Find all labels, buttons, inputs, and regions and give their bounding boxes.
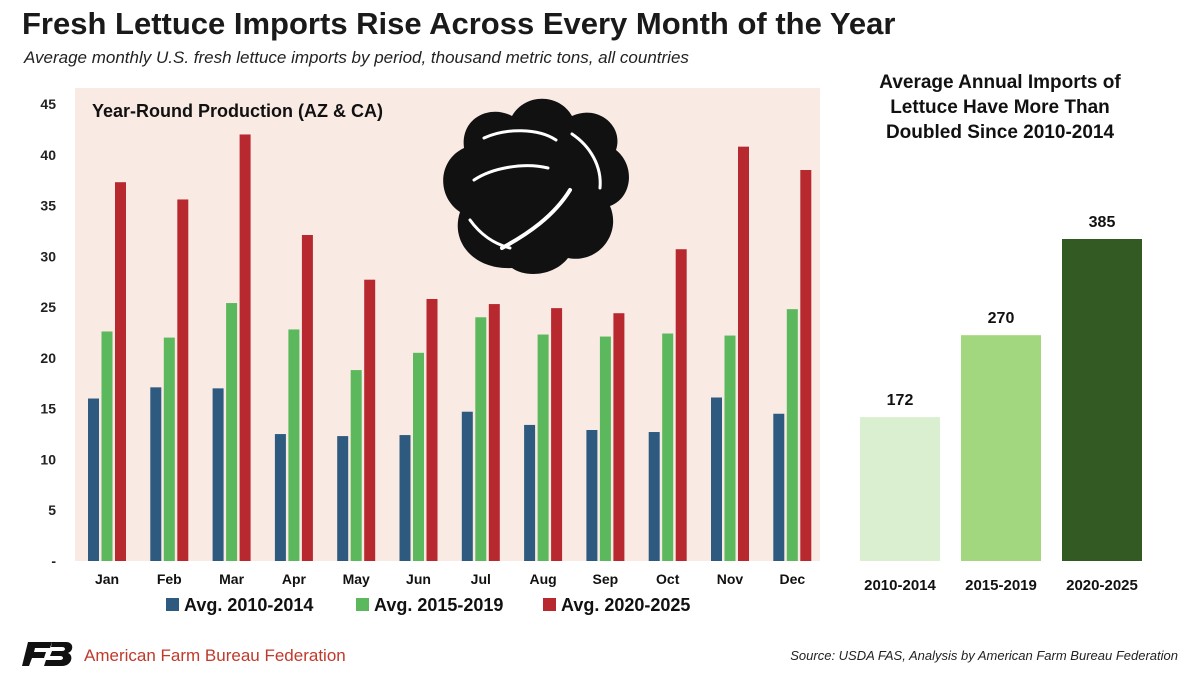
x-tick-label: May [343, 571, 370, 587]
annual-panel-title: Average Annual Imports of Lettuce Have M… [879, 72, 1121, 143]
bar-apr-series-2 [288, 329, 300, 561]
y-tick-label: 25 [40, 299, 56, 315]
bar-oct-series-2 [662, 333, 674, 561]
legend-swatch [166, 598, 179, 611]
x-tick-label: Dec [779, 571, 805, 587]
bar-mar-series-1 [212, 388, 224, 561]
x-tick-label: Jan [95, 571, 119, 587]
bar-nov-series-1 [711, 397, 722, 561]
lettuce-head-icon [443, 98, 629, 274]
annual-imports-chart: 172 2010-2014 270 2015-2019 385 2020-2025 [860, 214, 1142, 594]
bar-may-series-1 [337, 436, 349, 561]
bar-sep-series-1 [586, 429, 598, 561]
bar-may-series-2 [350, 370, 362, 561]
x-tick-label: Apr [282, 571, 307, 587]
y-tick-label: 5 [48, 502, 56, 518]
bar-mar-series-3 [239, 134, 251, 561]
y-tick-label: 45 [40, 96, 56, 112]
bar-feb-series-2 [163, 337, 175, 561]
bar-feb-series-1 [150, 387, 162, 561]
annual-category-label: 2010-2014 [864, 577, 936, 594]
footer-organization: American Farm Bureau Federation [84, 646, 346, 665]
bar-aug-series-1 [524, 424, 536, 561]
bar-jan-series-3 [115, 182, 126, 561]
bar-mar-series-2 [226, 303, 238, 561]
monthly-imports-chart: Year-Round Production (AZ & CA) - 5 10 15 20… [40, 88, 820, 615]
y-tick-label: 30 [40, 248, 56, 264]
bar-oct-series-3 [675, 249, 687, 562]
legend-label: Avg. 2020-2025 [561, 595, 690, 615]
y-tick-label: 10 [40, 451, 56, 467]
annual-bar-2020-2025 [1062, 239, 1142, 561]
bar-apr-series-3 [301, 235, 313, 562]
x-tick-label: Nov [717, 571, 744, 587]
chart-subtitle: Average monthly U.S. fresh lettuce impor… [24, 48, 689, 67]
annual-data-label: 270 [988, 310, 1015, 327]
bar-may-series-3 [364, 279, 376, 561]
x-tick-label: Feb [157, 571, 182, 587]
bar-dec-series-3 [800, 170, 812, 561]
bar-feb-series-3 [177, 199, 189, 561]
bar-dec-series-1 [773, 413, 785, 561]
legend-label: Avg. 2010-2014 [184, 595, 313, 615]
bar-nov-series-3 [738, 146, 749, 562]
legend-swatch [356, 598, 369, 611]
bar-aug-series-3 [551, 308, 563, 561]
footer-source: Source: USDA FAS, Analysis by American F… [790, 648, 1178, 663]
bar-jun-series-1 [399, 435, 411, 561]
bar-oct-series-1 [648, 432, 660, 561]
monthly-panel-title: Year-Round Production (AZ & CA) [92, 101, 383, 121]
bar-jun-series-3 [426, 298, 438, 561]
y-tick-label: 15 [40, 401, 56, 417]
x-tick-label: Mar [219, 571, 244, 587]
annual-bar-2010-2014 [860, 417, 940, 561]
annual-category-label: 2020-2025 [1066, 577, 1138, 594]
annual-bar-2015-2019 [961, 335, 1041, 561]
x-tick-label: Jul [471, 571, 491, 587]
x-tick-label: Aug [529, 571, 556, 587]
annual-data-label: 172 [887, 392, 914, 409]
fb-logo-icon [22, 642, 73, 666]
bar-nov-series-2 [724, 335, 736, 561]
bar-aug-series-2 [537, 334, 549, 561]
x-tick-label: Oct [656, 571, 680, 587]
bar-jul-series-1 [461, 411, 473, 561]
bar-sep-series-3 [613, 313, 625, 561]
chart-title: Fresh Lettuce Imports Rise Across Every … [22, 6, 896, 41]
bar-jan-series-1 [88, 398, 99, 561]
y-tick-label: 35 [40, 198, 56, 214]
annual-category-label: 2015-2019 [965, 577, 1037, 594]
x-tick-label: Jun [406, 571, 431, 587]
bar-dec-series-2 [786, 309, 798, 561]
bar-apr-series-1 [274, 434, 286, 561]
bar-jan-series-2 [101, 331, 113, 561]
bar-jul-series-3 [488, 304, 500, 561]
legend-label: Avg. 2015-2019 [374, 595, 503, 615]
bar-jul-series-2 [475, 317, 487, 561]
x-tick-label: Sep [593, 571, 619, 587]
y-tick-label: 40 [40, 147, 56, 163]
y-tick-label: 20 [40, 350, 56, 366]
annual-data-label: 385 [1089, 214, 1116, 231]
y-tick-label: - [51, 553, 56, 569]
bar-jun-series-2 [413, 352, 424, 561]
bar-sep-series-2 [599, 336, 611, 561]
legend-swatch [543, 598, 556, 611]
